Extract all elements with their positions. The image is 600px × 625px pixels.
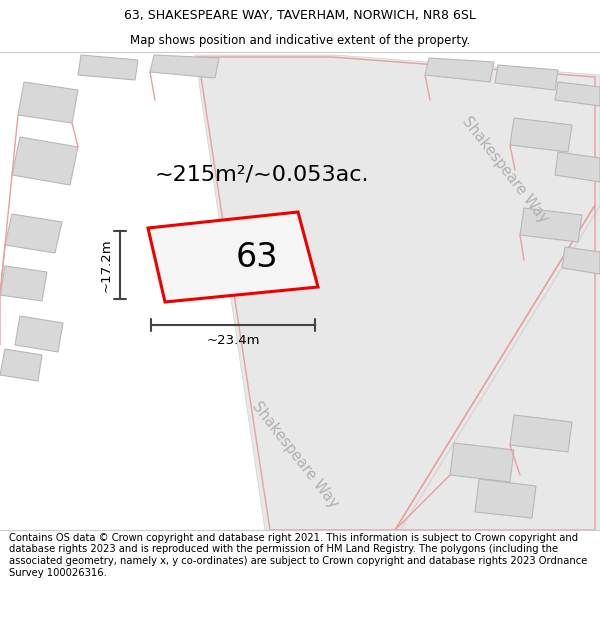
Text: 63: 63 (236, 241, 278, 274)
Polygon shape (475, 479, 536, 518)
Polygon shape (148, 212, 318, 302)
Polygon shape (555, 152, 600, 182)
Text: ~17.2m: ~17.2m (100, 238, 113, 292)
Polygon shape (15, 316, 63, 352)
Polygon shape (510, 415, 572, 452)
Polygon shape (12, 137, 78, 185)
Text: Shakespeare Way: Shakespeare Way (459, 114, 551, 226)
Polygon shape (78, 55, 138, 80)
Text: Contains OS data © Crown copyright and database right 2021. This information is : Contains OS data © Crown copyright and d… (9, 533, 587, 578)
Polygon shape (450, 443, 514, 482)
Text: Map shows position and indicative extent of the property.: Map shows position and indicative extent… (130, 34, 470, 47)
Polygon shape (520, 208, 582, 242)
Polygon shape (5, 214, 62, 253)
Polygon shape (195, 55, 600, 530)
Polygon shape (425, 58, 494, 82)
Text: ~215m²/~0.053ac.: ~215m²/~0.053ac. (155, 165, 370, 185)
Polygon shape (562, 247, 600, 274)
Text: ~23.4m: ~23.4m (206, 334, 260, 348)
Polygon shape (0, 266, 47, 301)
Polygon shape (495, 65, 558, 90)
Polygon shape (150, 55, 219, 78)
Polygon shape (18, 82, 78, 123)
Text: 63, SHAKESPEARE WAY, TAVERHAM, NORWICH, NR8 6SL: 63, SHAKESPEARE WAY, TAVERHAM, NORWICH, … (124, 9, 476, 22)
Text: Shakespeare Way: Shakespeare Way (249, 399, 341, 511)
Polygon shape (0, 349, 42, 381)
Polygon shape (510, 118, 572, 152)
Polygon shape (555, 82, 600, 106)
Polygon shape (400, 205, 600, 530)
